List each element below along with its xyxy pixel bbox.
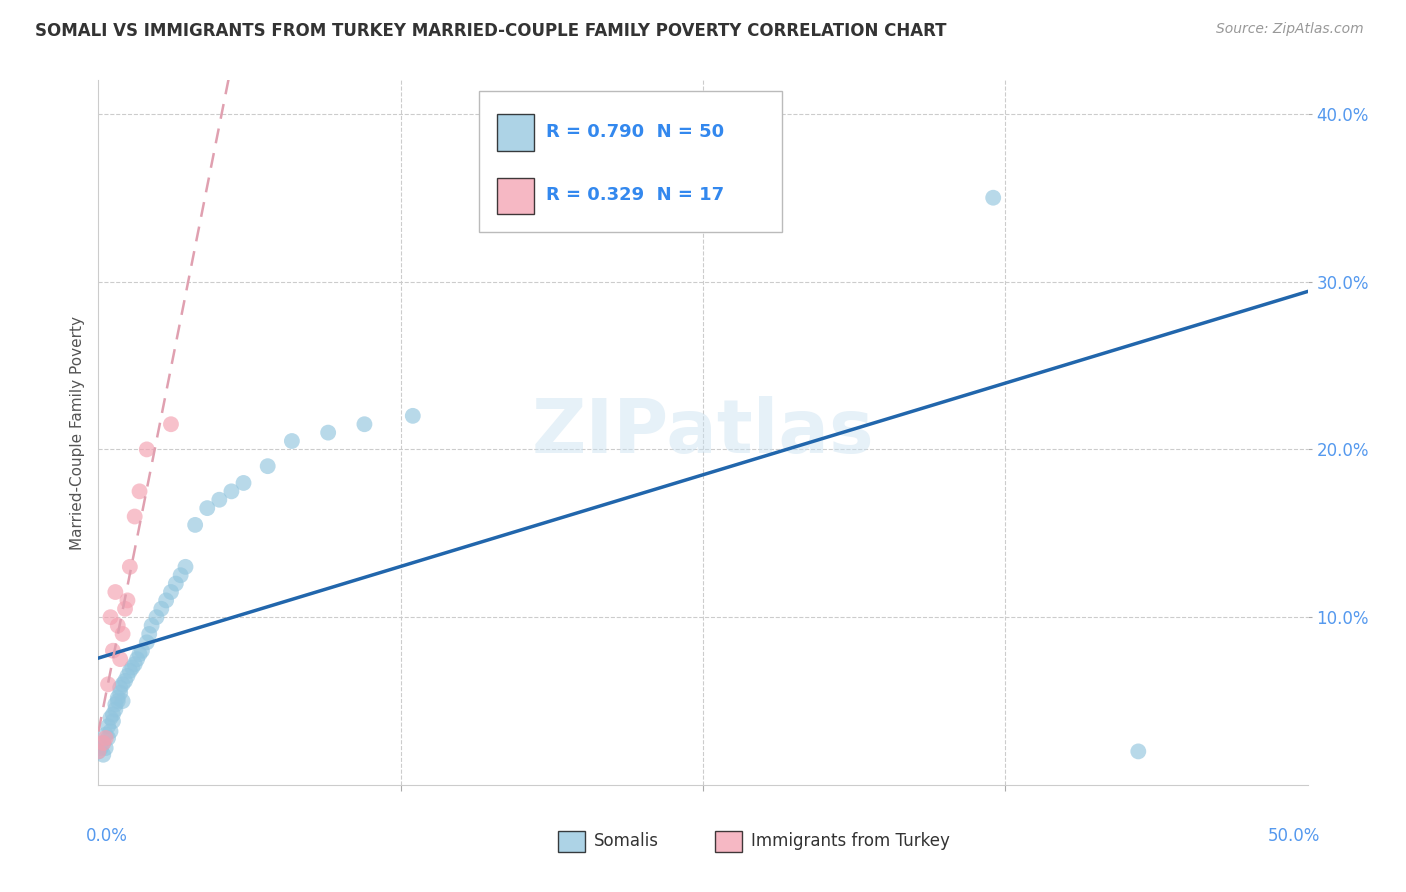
Point	[94, 741, 117, 756]
FancyBboxPatch shape	[498, 114, 534, 151]
Point	[174, 559, 197, 574]
Point	[281, 434, 304, 448]
Point	[256, 459, 278, 474]
Text: 0.0%: 0.0%	[86, 827, 128, 846]
Point	[195, 501, 218, 516]
Point	[402, 409, 425, 423]
Point	[91, 747, 114, 762]
Point	[208, 492, 231, 507]
FancyBboxPatch shape	[498, 178, 534, 214]
Point	[94, 731, 117, 745]
Point	[121, 660, 143, 674]
Point	[184, 517, 207, 532]
Point	[104, 702, 127, 716]
Point	[107, 618, 129, 632]
Point	[100, 711, 122, 725]
Text: SOMALI VS IMMIGRANTS FROM TURKEY MARRIED-COUPLE FAMILY POVERTY CORRELATION CHART: SOMALI VS IMMIGRANTS FROM TURKEY MARRIED…	[35, 22, 946, 40]
Point	[90, 741, 112, 756]
Point	[117, 593, 139, 607]
FancyBboxPatch shape	[479, 91, 782, 232]
Point	[101, 644, 124, 658]
Text: ZIPatlas: ZIPatlas	[531, 396, 875, 469]
Point	[111, 677, 134, 691]
Point	[316, 425, 339, 440]
Point	[141, 618, 163, 632]
Point	[981, 191, 1004, 205]
Point	[135, 442, 157, 457]
Text: Somalis: Somalis	[595, 832, 659, 850]
Point	[104, 698, 127, 712]
Point	[87, 744, 110, 758]
Point	[117, 669, 139, 683]
Point	[91, 736, 114, 750]
Text: Immigrants from Turkey: Immigrants from Turkey	[751, 832, 950, 850]
Point	[108, 686, 131, 700]
Point	[128, 647, 150, 661]
Point	[118, 664, 141, 678]
Text: R = 0.790  N = 50: R = 0.790 N = 50	[546, 123, 724, 141]
Point	[108, 681, 131, 695]
Point	[100, 610, 122, 624]
Point	[150, 602, 173, 616]
Point	[155, 593, 177, 607]
Point	[135, 635, 157, 649]
Point	[353, 417, 375, 432]
Point	[114, 602, 136, 616]
Point	[97, 731, 120, 745]
Point	[100, 724, 122, 739]
Point	[165, 576, 187, 591]
Point	[124, 657, 146, 672]
Point	[160, 585, 183, 599]
Text: 50.0%: 50.0%	[1267, 827, 1320, 846]
Y-axis label: Married-Couple Family Poverty: Married-Couple Family Poverty	[69, 316, 84, 549]
Point	[131, 644, 153, 658]
Point	[87, 744, 110, 758]
Point	[145, 610, 167, 624]
Point	[101, 714, 124, 729]
Point	[104, 585, 127, 599]
Point	[221, 484, 243, 499]
Point	[124, 509, 146, 524]
Point	[108, 652, 131, 666]
Text: Source: ZipAtlas.com: Source: ZipAtlas.com	[1216, 22, 1364, 37]
Point	[97, 719, 120, 733]
Point	[1128, 744, 1150, 758]
Text: R = 0.329  N = 17: R = 0.329 N = 17	[546, 186, 724, 204]
Point	[111, 627, 134, 641]
Point	[97, 677, 120, 691]
FancyBboxPatch shape	[558, 830, 585, 852]
Point	[111, 694, 134, 708]
Point	[127, 652, 149, 666]
FancyBboxPatch shape	[716, 830, 742, 852]
Point	[114, 673, 136, 688]
Point	[160, 417, 183, 432]
Point	[101, 707, 124, 722]
Point	[138, 627, 160, 641]
Point	[94, 728, 117, 742]
Point	[107, 694, 129, 708]
Point	[107, 690, 129, 705]
Point	[128, 484, 150, 499]
Point	[232, 475, 254, 490]
Point	[91, 736, 114, 750]
Point	[118, 559, 141, 574]
Point	[169, 568, 191, 582]
